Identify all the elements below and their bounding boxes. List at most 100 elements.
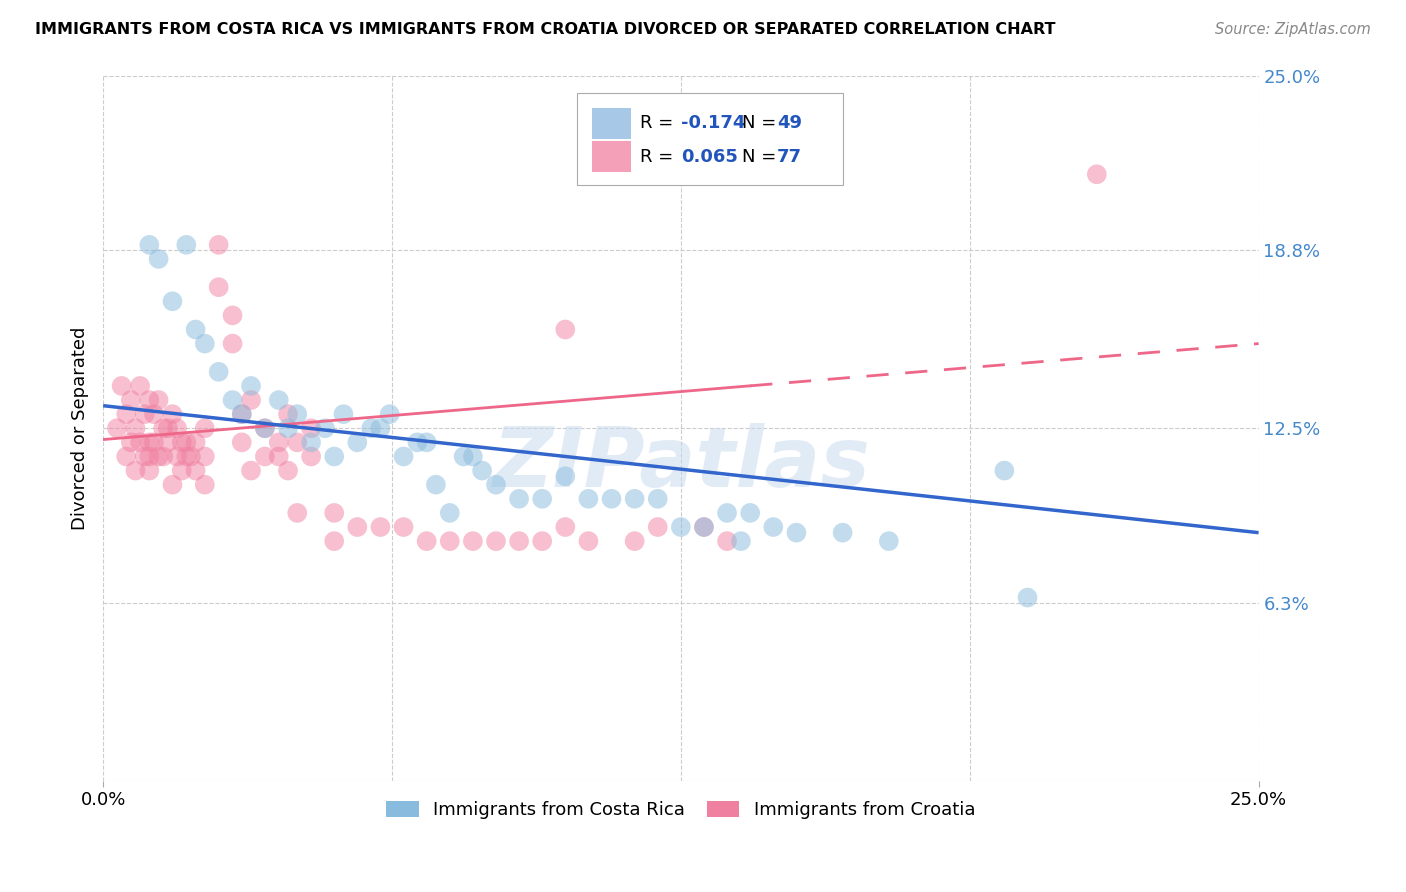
Text: ZIPatlas: ZIPatlas	[492, 423, 870, 504]
Point	[267, 435, 290, 450]
Point	[323, 534, 346, 549]
Point	[138, 450, 160, 464]
Point	[170, 464, 193, 478]
Point	[461, 450, 484, 464]
Text: 0.065: 0.065	[681, 148, 738, 166]
Point	[148, 392, 170, 407]
Point	[240, 464, 263, 478]
Point	[578, 534, 600, 549]
Point	[152, 421, 174, 435]
Point	[115, 450, 138, 464]
Point	[124, 421, 146, 435]
Point	[208, 365, 231, 379]
Point	[360, 421, 382, 435]
Point	[332, 407, 354, 421]
Point	[831, 525, 853, 540]
Point	[285, 407, 308, 421]
Text: N =: N =	[742, 148, 782, 166]
Point	[240, 379, 263, 393]
Point	[415, 534, 437, 549]
Text: R =: R =	[640, 148, 679, 166]
Point	[240, 392, 263, 407]
Point	[406, 435, 429, 450]
Point	[166, 450, 188, 464]
Point	[299, 435, 322, 450]
Point	[285, 506, 308, 520]
Point	[299, 450, 322, 464]
Point	[277, 464, 299, 478]
FancyBboxPatch shape	[592, 108, 631, 139]
Point	[370, 520, 392, 534]
Point	[485, 534, 508, 549]
Point	[166, 421, 188, 435]
Point	[208, 280, 231, 294]
Point	[148, 450, 170, 464]
Point	[267, 450, 290, 464]
Point	[623, 491, 645, 506]
Point	[669, 520, 692, 534]
Y-axis label: Divorced or Separated: Divorced or Separated	[72, 326, 89, 530]
Text: N =: N =	[742, 114, 782, 133]
Point	[105, 421, 128, 435]
Point	[508, 491, 530, 506]
Point	[124, 464, 146, 478]
Point	[647, 491, 669, 506]
Point	[231, 407, 253, 421]
Point	[138, 237, 160, 252]
Point	[877, 534, 900, 549]
Point	[323, 506, 346, 520]
Point	[143, 435, 166, 450]
Point	[152, 450, 174, 464]
Legend: Immigrants from Costa Rica, Immigrants from Croatia: Immigrants from Costa Rica, Immigrants f…	[381, 796, 981, 825]
Point	[314, 421, 336, 435]
Point	[531, 491, 554, 506]
Point	[392, 450, 415, 464]
Point	[253, 421, 276, 435]
Point	[461, 534, 484, 549]
Point	[148, 252, 170, 266]
Point	[730, 534, 752, 549]
Point	[180, 450, 202, 464]
FancyBboxPatch shape	[576, 93, 842, 185]
Point	[277, 407, 299, 421]
Point	[600, 491, 623, 506]
Text: 49: 49	[776, 114, 801, 133]
Point	[120, 392, 142, 407]
Point	[378, 407, 401, 421]
Point	[170, 435, 193, 450]
Point	[184, 435, 207, 450]
Point	[129, 379, 152, 393]
Point	[253, 450, 276, 464]
Point	[176, 237, 198, 252]
Point	[138, 435, 160, 450]
Point	[162, 294, 184, 309]
Point	[138, 392, 160, 407]
Point	[221, 336, 243, 351]
Point	[993, 464, 1015, 478]
Point	[221, 392, 243, 407]
Point	[134, 450, 156, 464]
Point	[162, 407, 184, 421]
Point	[693, 520, 716, 534]
Point	[1085, 167, 1108, 181]
Point	[115, 407, 138, 421]
Point	[485, 477, 508, 491]
Point	[143, 407, 166, 421]
Point	[156, 421, 179, 435]
Point	[184, 464, 207, 478]
Point	[1017, 591, 1039, 605]
Point	[323, 450, 346, 464]
Point	[392, 520, 415, 534]
Point	[716, 506, 738, 520]
Point	[370, 421, 392, 435]
Point	[346, 435, 368, 450]
Point	[156, 435, 179, 450]
Point	[299, 421, 322, 435]
Point	[138, 464, 160, 478]
Point	[176, 450, 198, 464]
Point	[554, 520, 576, 534]
Text: 77: 77	[776, 148, 801, 166]
Point	[623, 534, 645, 549]
Point	[439, 506, 461, 520]
Point	[578, 491, 600, 506]
